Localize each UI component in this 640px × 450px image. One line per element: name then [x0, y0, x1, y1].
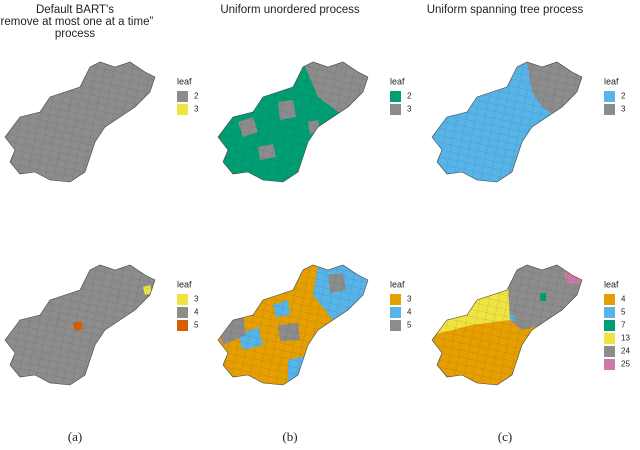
- column-title: “remove at most one at a time”: [0, 16, 153, 28]
- caption: (b): [282, 429, 297, 444]
- map-outline: [431, 264, 583, 386]
- legend-label: 2: [621, 92, 626, 101]
- map-outline: [217, 264, 369, 386]
- legend-title: leaf: [604, 76, 619, 86]
- legend-swatch: [177, 320, 188, 331]
- legend-swatch: [390, 320, 401, 331]
- legend-label: 3: [194, 295, 199, 304]
- region: [49, 88, 55, 94]
- legend-swatch: [390, 307, 401, 318]
- legend-label: 2: [194, 92, 199, 101]
- map: [431, 264, 583, 386]
- legend-title: leaf: [604, 279, 619, 289]
- legend-swatch: [390, 294, 401, 305]
- legend-title: leaf: [177, 76, 192, 86]
- legend-swatch: [604, 346, 615, 357]
- legend-label: 4: [621, 295, 626, 304]
- legend-swatch: [177, 91, 188, 102]
- legend-label: 5: [407, 321, 412, 330]
- map-outline: [217, 61, 369, 183]
- legend-swatch: [604, 91, 615, 102]
- legend-label: 7: [621, 321, 626, 330]
- legend-swatch: [604, 320, 615, 331]
- legend-label: 3: [621, 105, 626, 114]
- legend-label: 25: [621, 360, 630, 369]
- legend-label: 5: [194, 321, 199, 330]
- legend-swatch: [177, 294, 188, 305]
- legend-title: leaf: [390, 76, 405, 86]
- legend-title: leaf: [177, 279, 192, 289]
- legend-title: leaf: [390, 279, 405, 289]
- map-outline: [4, 264, 156, 386]
- legend-label: 5: [621, 308, 626, 317]
- column-title: Uniform unordered process: [220, 4, 360, 16]
- legend-swatch: [604, 333, 615, 344]
- caption: (c): [498, 429, 512, 444]
- legend-label: 3: [407, 105, 412, 114]
- legend-label: 3: [194, 105, 199, 114]
- map: [431, 61, 583, 183]
- legend-label: 13: [621, 334, 630, 343]
- legend-swatch: [390, 91, 401, 102]
- legend-swatch: [177, 307, 188, 318]
- column-title: Uniform spanning tree process: [427, 4, 584, 16]
- legend-label: 2: [407, 92, 412, 101]
- legend-swatch: [390, 104, 401, 115]
- map: [217, 61, 369, 183]
- column-title: process: [55, 28, 96, 40]
- map: [4, 61, 156, 183]
- column-title: Default BART's: [36, 4, 114, 16]
- legend-label: 3: [407, 295, 412, 304]
- map: [4, 264, 156, 386]
- legend-swatch: [604, 307, 615, 318]
- legend-swatch: [177, 104, 188, 115]
- legend-label: 4: [194, 308, 199, 317]
- map-outline: [4, 61, 156, 183]
- map: [217, 264, 369, 386]
- legend-swatch: [604, 104, 615, 115]
- legend-label: 24: [621, 347, 630, 356]
- legend-swatch: [604, 359, 615, 370]
- caption: (a): [68, 429, 82, 444]
- legend-label: 4: [407, 308, 412, 317]
- map-outline: [431, 61, 583, 183]
- legend-swatch: [604, 294, 615, 305]
